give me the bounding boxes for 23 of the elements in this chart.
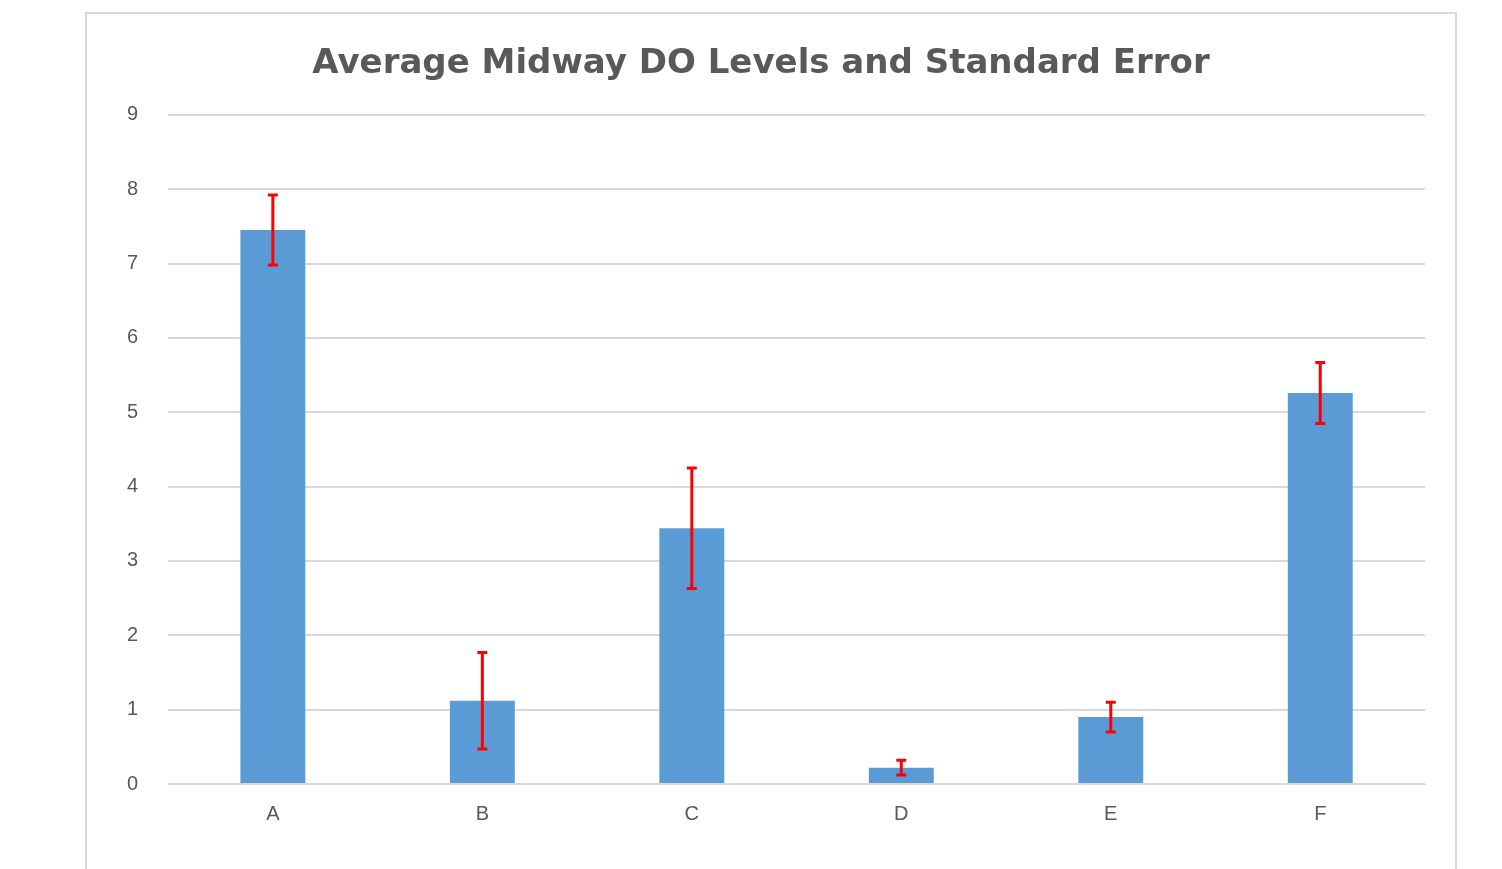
y-tick-label: 9 <box>127 102 139 125</box>
bar <box>1078 717 1144 783</box>
bar <box>1287 392 1353 783</box>
y-tick-label: 7 <box>127 251 139 274</box>
bar <box>449 700 515 783</box>
chart-title: Average Midway DO Levels and Standard Error <box>312 41 1210 82</box>
x-tick-label: D <box>894 801 909 824</box>
x-tick-label: E <box>1104 801 1118 824</box>
x-tick-label: F <box>1314 801 1327 824</box>
y-tick-label: 2 <box>127 622 139 645</box>
y-tick-label: 4 <box>127 474 139 497</box>
bar <box>659 528 725 783</box>
bar <box>240 230 306 783</box>
bar <box>868 767 934 783</box>
y-tick-label: 6 <box>127 325 139 348</box>
y-tick-label: 0 <box>127 771 139 794</box>
y-tick-label: 3 <box>127 548 139 571</box>
y-tick-label: 1 <box>127 697 139 720</box>
x-tick-label: A <box>266 801 281 824</box>
y-tick-label: 5 <box>127 399 139 422</box>
y-tick-label: 8 <box>127 176 139 199</box>
x-tick-label: C <box>684 801 700 824</box>
x-tick-label: B <box>475 801 490 824</box>
